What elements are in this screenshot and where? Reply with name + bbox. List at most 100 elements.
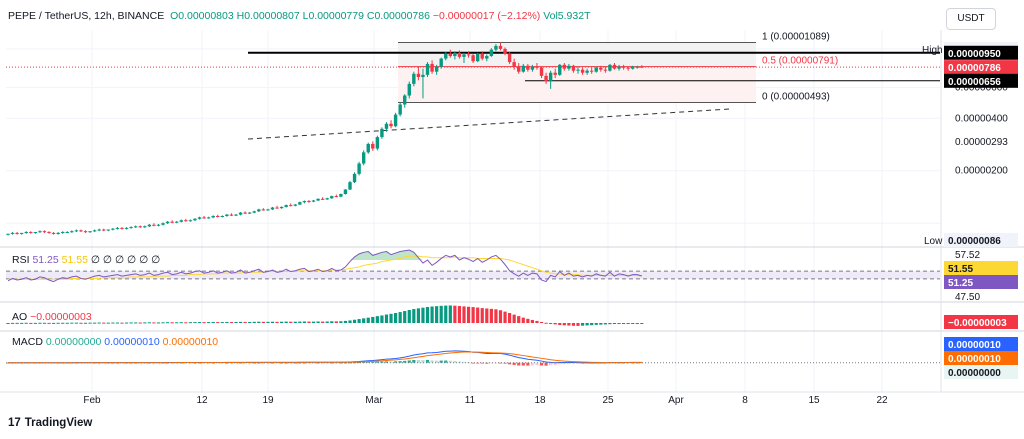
- candle-body: [571, 65, 576, 71]
- macd-histogram-bar: [330, 362, 334, 364]
- macd-histogram-bar: [539, 362, 544, 366]
- ao-bar: [352, 319, 357, 323]
- candle-body: [498, 45, 503, 49]
- ao-bar: [15, 322, 19, 324]
- x-tick-label: 25: [602, 395, 614, 406]
- fib-label-1: 1 (0.00001089): [762, 31, 830, 42]
- macd-histogram-bar: [366, 361, 370, 363]
- macd-badge-text: 0.00000010: [948, 340, 1001, 351]
- ao-bar: [571, 323, 576, 326]
- macd-histogram-bar: [526, 362, 530, 366]
- horizontal-lines[interactable]: [6, 51, 940, 82]
- ao-bar: [612, 323, 617, 324]
- candle-body: [462, 54, 466, 57]
- candle-body: [47, 232, 51, 234]
- ao-bar: [476, 307, 480, 323]
- macd-legend[interactable]: MACD 0.00000000 0.00000010 0.00000010: [12, 336, 218, 348]
- candle-body: [225, 214, 229, 217]
- ao-bar: [193, 322, 197, 324]
- x-tick-label: 12: [196, 395, 208, 406]
- macd-histogram-bar: [439, 360, 443, 363]
- macd-histogram-bar: [234, 362, 238, 364]
- ao-bar: [466, 306, 471, 323]
- rsi-placeholders: ∅ ∅ ∅ ∅ ∅ ∅: [90, 254, 161, 266]
- ao-bar: [375, 316, 379, 323]
- macd-histogram-bar: [558, 362, 562, 365]
- ao-bar: [553, 323, 557, 325]
- candle-body: [594, 67, 598, 72]
- ao-bar: [631, 323, 635, 324]
- macd-histogram-bar: [444, 360, 448, 363]
- macd-histogram-bar: [380, 361, 384, 363]
- ao-legend[interactable]: AO −0.00000003: [12, 311, 92, 323]
- ao-bar: [407, 309, 411, 323]
- macd-histogram-bar: [521, 362, 525, 366]
- candle-body: [485, 56, 489, 59]
- ao-bar: [147, 322, 151, 324]
- macd-histogram-bar: [471, 362, 475, 364]
- candle-body: [589, 70, 594, 72]
- candle-body: [289, 205, 293, 207]
- ao-bar: [503, 311, 507, 323]
- y-tick-label: 0.00000293: [955, 137, 1008, 148]
- fib-retracement[interactable]: 1 (0.00001089) 0.5 (0.00000791) 0 (0.00000…: [398, 31, 838, 103]
- trend-line[interactable]: [247, 108, 731, 140]
- ao-bar: [576, 323, 580, 326]
- x-tick-label: 8: [742, 395, 748, 406]
- candle-body: [558, 64, 562, 75]
- ao-bar: [93, 322, 97, 324]
- candle-body: [24, 232, 28, 234]
- ao-bar: [293, 321, 297, 323]
- candle-body: [457, 52, 462, 57]
- ao-bar: [61, 322, 65, 324]
- rsi-ma-badge-bg: [944, 261, 1018, 275]
- ao-bar: [311, 321, 316, 323]
- candle-body: [512, 62, 516, 67]
- currency-button[interactable]: USDT: [946, 8, 996, 30]
- candle-body: [348, 182, 352, 190]
- candle-body: [612, 64, 617, 69]
- symbol-title[interactable]: PEPE / TetherUS, 12h, BINANCE: [8, 10, 165, 22]
- ao-bar: [403, 311, 407, 323]
- macd-histogram-bar: [348, 362, 352, 364]
- candle-body: [216, 216, 220, 218]
- candle-body: [453, 52, 457, 57]
- macd-histogram-bar: [293, 362, 297, 364]
- ao-bar: [608, 323, 612, 325]
- price-axis[interactable]: 0.000010000.000006000.000004000.00000293…: [922, 42, 1018, 379]
- high-value: H0.00000807: [236, 10, 300, 22]
- candle-body: [238, 212, 243, 215]
- fib-label-05: 0.5 (0.00000791): [762, 56, 838, 67]
- macd-histogram-bar: [193, 362, 197, 364]
- ao-bar: [334, 321, 338, 323]
- ao-bar: [211, 321, 215, 323]
- macd-histogram-bar: [549, 362, 553, 366]
- candle-body: [188, 220, 193, 222]
- x-tick-label: 11: [465, 395, 476, 406]
- ao-bar: [425, 306, 430, 323]
- macd-histogram-bar: [535, 362, 539, 366]
- ao-bar: [362, 318, 366, 323]
- candle-body: [384, 123, 389, 129]
- current-price-badge-bg: [944, 60, 1018, 75]
- ao-bar: [261, 321, 265, 323]
- time-axis[interactable]: Feb 12 19 Mar 11 18 25 Apr 8 15 22: [0, 391, 1024, 406]
- ao-bar: [485, 308, 489, 323]
- candle-body: [206, 217, 211, 219]
- candle-body: [517, 66, 521, 72]
- ao-bar: [65, 322, 69, 324]
- ao-bar: [106, 322, 110, 324]
- macd-histogram-bar: [448, 360, 452, 363]
- ao-bar: [289, 321, 293, 323]
- macd-histogram-bar: [289, 362, 293, 364]
- macd-histogram-bar: [270, 362, 275, 364]
- candle-body: [580, 69, 585, 73]
- fib-label-0: 0 (0.00000493): [762, 91, 830, 102]
- macd-histogram-bar: [453, 360, 457, 363]
- rsi-legend[interactable]: RSI 51.25 51.55 ∅ ∅ ∅ ∅ ∅ ∅: [12, 254, 160, 266]
- candle-body: [156, 224, 161, 226]
- candle-body: [608, 64, 612, 71]
- macd-histogram-bar: [421, 360, 425, 363]
- ao-legend-title: AO: [12, 311, 28, 323]
